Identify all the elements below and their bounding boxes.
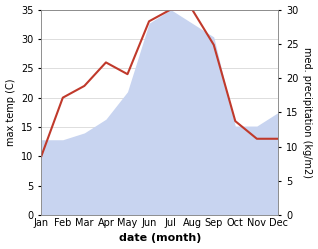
Y-axis label: max temp (C): max temp (C) [5,79,16,146]
X-axis label: date (month): date (month) [119,234,201,244]
Y-axis label: med. precipitation (kg/m2): med. precipitation (kg/m2) [302,47,313,178]
